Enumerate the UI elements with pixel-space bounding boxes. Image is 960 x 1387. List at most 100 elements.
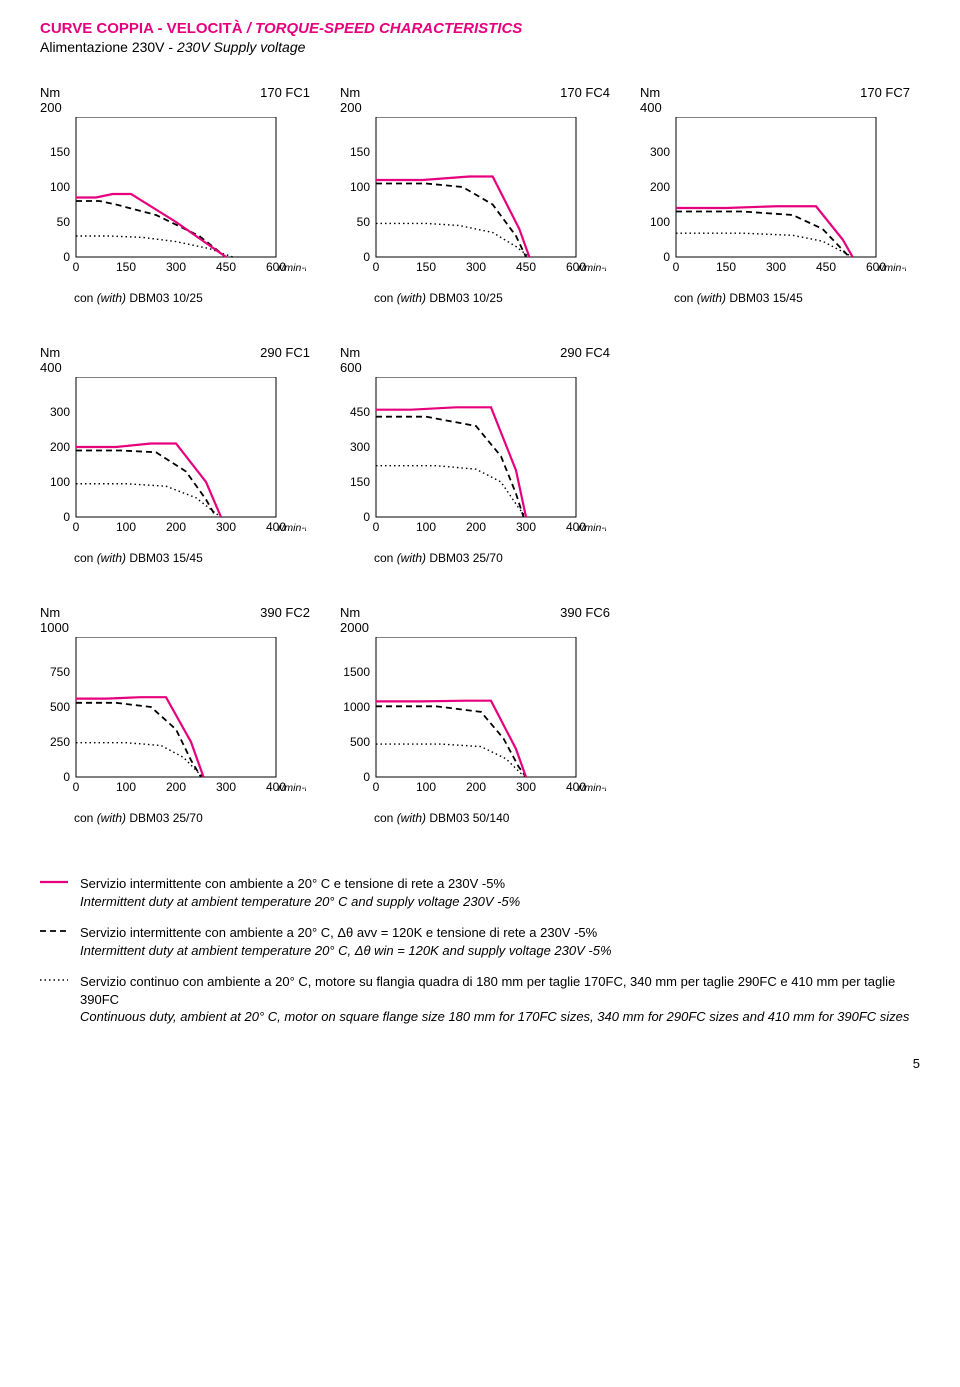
svg-text:50: 50 [357, 215, 371, 229]
svg-text:1000: 1000 [343, 700, 370, 714]
chart-c4: Nm400 290 FC1 01002003000100200300400r/m… [40, 345, 310, 565]
title-italian: CURVE COPPIA - VELOCITÀ [40, 20, 243, 37]
subtitle-english: 230V Supply voltage [177, 39, 305, 55]
svg-text:100: 100 [650, 215, 670, 229]
y-axis-label: Nm1000 [40, 605, 69, 635]
svg-text:0: 0 [373, 520, 380, 534]
svg-text:0: 0 [73, 520, 80, 534]
title-separator: / [243, 20, 256, 37]
chart-caption: con (with) DBM03 50/140 [340, 811, 610, 825]
svg-text:500: 500 [350, 735, 370, 749]
legend-swatch-solid [40, 875, 68, 889]
svg-text:150: 150 [716, 260, 736, 274]
svg-text:150: 150 [350, 145, 370, 159]
svg-text:0: 0 [373, 780, 380, 794]
page-number: 5 [40, 1056, 920, 1071]
y-axis-label: Nm200 [40, 85, 62, 115]
svg-text:0: 0 [73, 780, 80, 794]
svg-text:r/min-rpm: r/min-rpm [278, 262, 306, 274]
chart-caption: con (with) DBM03 15/45 [40, 551, 310, 565]
chart-c1: Nm200 170 FC1 0501001500150300450600r/mi… [40, 85, 310, 305]
chart-grid: Nm200 170 FC1 0501001500150300450600r/mi… [40, 85, 920, 825]
chart-caption: con (with) DBM03 25/70 [340, 551, 610, 565]
svg-text:750: 750 [50, 665, 70, 679]
legend-swatch-dotted [40, 973, 68, 987]
svg-text:450: 450 [216, 260, 236, 274]
y-axis-label: Nm600 [340, 345, 362, 375]
svg-text:150: 150 [416, 260, 436, 274]
svg-text:0: 0 [63, 510, 70, 524]
svg-text:500: 500 [50, 700, 70, 714]
y-axis-label: Nm200 [340, 85, 362, 115]
svg-text:300: 300 [516, 780, 536, 794]
svg-text:300: 300 [650, 145, 670, 159]
chart-caption: con (with) DBM03 10/25 [40, 291, 310, 305]
chart-title: 170 FC4 [560, 85, 610, 100]
svg-text:450: 450 [516, 260, 536, 274]
svg-text:100: 100 [416, 520, 436, 534]
chart-row: Nm1000 390 FC2 02505007500100200300400r/… [40, 605, 920, 825]
svg-text:300: 300 [766, 260, 786, 274]
svg-text:r/min-rpm: r/min-rpm [578, 782, 606, 794]
chart-plot: 0501001500150300450600r/min-rpm [340, 117, 610, 287]
subtitle-italian: Alimentazione 230V - [40, 39, 177, 55]
legend-text: Servizio intermittente con ambiente a 20… [80, 924, 612, 959]
page-subtitle: Alimentazione 230V - 230V Supply voltage [40, 39, 920, 55]
y-axis-label: Nm400 [640, 85, 662, 115]
legend-text: Servizio continuo con ambiente a 20° C, … [80, 973, 920, 1026]
svg-text:r/min-rpm: r/min-rpm [578, 522, 606, 534]
svg-text:0: 0 [663, 250, 670, 264]
svg-text:0: 0 [373, 260, 380, 274]
svg-text:0: 0 [63, 770, 70, 784]
svg-text:0: 0 [363, 770, 370, 784]
svg-text:50: 50 [57, 215, 71, 229]
chart-caption: con (with) DBM03 15/45 [640, 291, 910, 305]
chart-row: Nm200 170 FC1 0501001500150300450600r/mi… [40, 85, 920, 305]
svg-text:150: 150 [350, 475, 370, 489]
svg-text:0: 0 [363, 250, 370, 264]
chart-plot: 01002003000150300450600r/min-rpm [640, 117, 910, 287]
chart-plot: 02505007500100200300400r/min-rpm [40, 637, 310, 807]
svg-text:100: 100 [416, 780, 436, 794]
svg-text:100: 100 [116, 780, 136, 794]
chart-c5: Nm600 290 FC4 01503004500100200300400r/m… [340, 345, 610, 565]
svg-text:300: 300 [50, 405, 70, 419]
svg-text:250: 250 [50, 735, 70, 749]
chart-title: 170 FC7 [860, 85, 910, 100]
svg-text:0: 0 [63, 250, 70, 264]
svg-text:150: 150 [50, 145, 70, 159]
legend: Servizio intermittente con ambiente a 20… [40, 875, 920, 1026]
chart-plot: 0500100015000100200300400r/min-rpm [340, 637, 610, 807]
svg-text:300: 300 [216, 780, 236, 794]
svg-text:100: 100 [50, 475, 70, 489]
chart-plot: 01503004500100200300400r/min-rpm [340, 377, 610, 547]
chart-c6: Nm1000 390 FC2 02505007500100200300400r/… [40, 605, 310, 825]
chart-c2: Nm200 170 FC4 0501001500150300450600r/mi… [340, 85, 610, 305]
y-axis-label: Nm400 [40, 345, 62, 375]
chart-title: 390 FC2 [260, 605, 310, 620]
svg-text:450: 450 [816, 260, 836, 274]
svg-text:200: 200 [166, 520, 186, 534]
svg-text:300: 300 [350, 440, 370, 454]
svg-text:300: 300 [466, 260, 486, 274]
legend-item-dashed: Servizio intermittente con ambiente a 20… [40, 924, 920, 959]
chart-title: 170 FC1 [260, 85, 310, 100]
svg-text:200: 200 [166, 780, 186, 794]
legend-text: Servizio intermittente con ambiente a 20… [80, 875, 520, 910]
chart-c3: Nm400 170 FC7 01002003000150300450600r/m… [640, 85, 910, 305]
svg-text:0: 0 [73, 260, 80, 274]
svg-text:0: 0 [673, 260, 680, 274]
svg-text:r/min-rpm: r/min-rpm [578, 262, 606, 274]
svg-text:r/min-rpm: r/min-rpm [278, 782, 306, 794]
svg-text:1500: 1500 [343, 665, 370, 679]
chart-caption: con (with) DBM03 25/70 [40, 811, 310, 825]
svg-text:r/min-rpm: r/min-rpm [278, 522, 306, 534]
chart-row: Nm400 290 FC1 01002003000100200300400r/m… [40, 345, 920, 565]
chart-caption: con (with) DBM03 10/25 [340, 291, 610, 305]
svg-text:300: 300 [516, 520, 536, 534]
legend-item-solid: Servizio intermittente con ambiente a 20… [40, 875, 920, 910]
svg-text:150: 150 [116, 260, 136, 274]
svg-text:200: 200 [466, 780, 486, 794]
svg-text:200: 200 [50, 440, 70, 454]
svg-text:100: 100 [350, 180, 370, 194]
